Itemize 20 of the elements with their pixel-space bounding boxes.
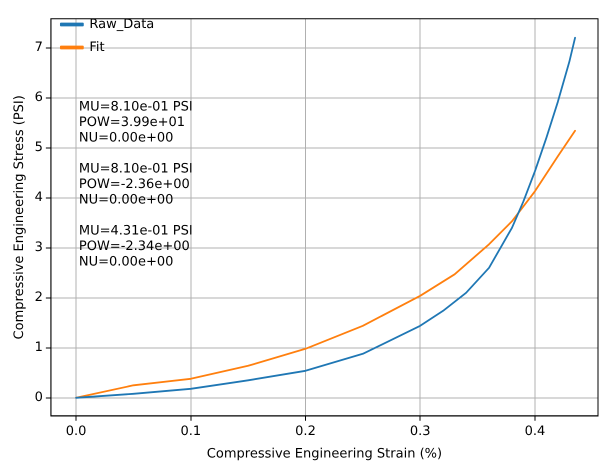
annotation: MU=4.31e-01 PSI POW=-2.34e+00 NU=0.00e+00 [78,224,193,270]
x-tick-label: 0.0 [66,424,86,439]
legend-label: Raw_Data [89,16,154,32]
x-axis-title: Compressive Engineering Strain (%) [206,446,442,462]
x-tick-label: 0.1 [180,424,202,439]
y-tick-label: 4 [34,190,43,206]
y-axis-title: Compressive Engineering Stress (PSI) [12,95,28,340]
y-tick-label: 6 [34,90,43,106]
y-tick-label: 1 [34,340,43,356]
annotation: MU=8.10e-01 PSI POW=3.99e+01 NU=0.00e+00 [78,100,193,146]
y-tick-label: 2 [34,290,43,306]
x-tick-label: 0.2 [295,424,316,439]
y-tick-label: 5 [34,140,43,156]
y-tick-label: 0 [34,390,43,406]
x-tick-label: 0.3 [410,424,431,439]
y-tick-label: 3 [34,240,43,256]
y-tick-label: 7 [34,40,43,56]
legend-label: Fit [89,40,105,55]
annotation: MU=8.10e-01 PSI POW=-2.36e+00 NU=0.00e+00 [78,162,193,208]
x-tick-label: 0.4 [524,424,546,439]
